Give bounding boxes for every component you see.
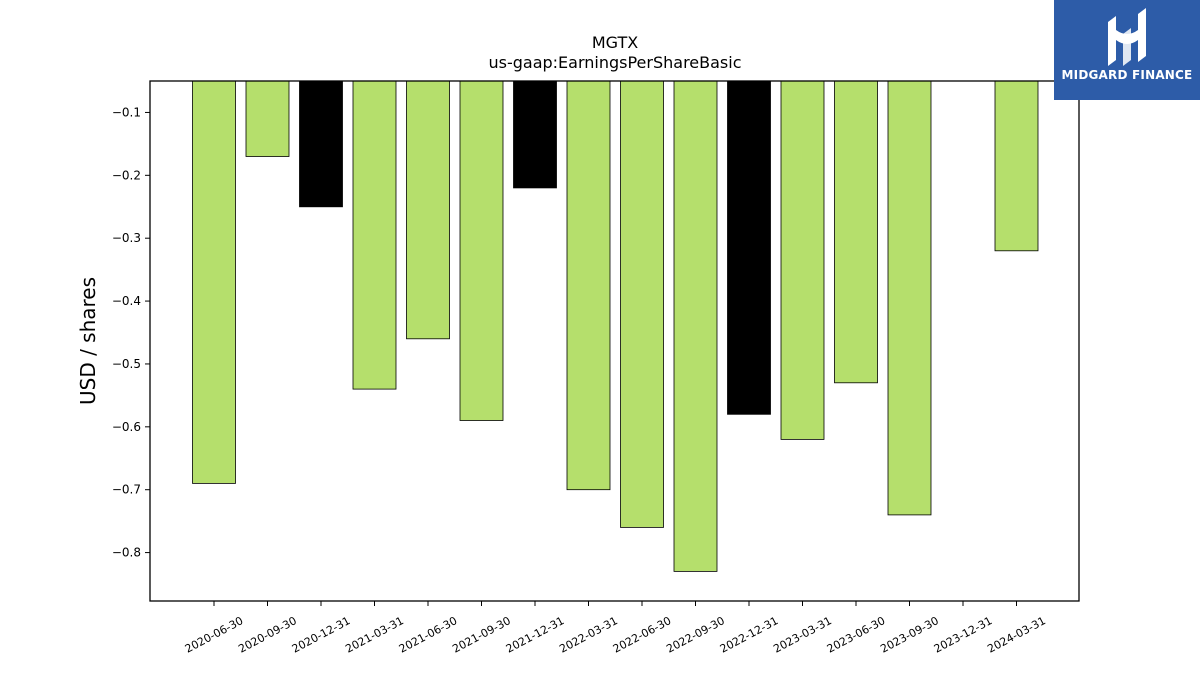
y-tick-label: −0.4 bbox=[112, 294, 141, 308]
bar-2020-12-31 bbox=[299, 80, 343, 208]
x-tick-label: 2020-12-31 bbox=[290, 614, 353, 655]
bar-2020-06-30 bbox=[192, 80, 236, 484]
x-tick-label: 2021-12-31 bbox=[504, 614, 567, 655]
x-tick-label: 2023-12-31 bbox=[932, 614, 995, 655]
x-tick-label: 2021-09-30 bbox=[450, 614, 513, 655]
plot-frame bbox=[149, 80, 1080, 602]
bar-2023-09-30 bbox=[887, 80, 932, 516]
x-tick-label: 2022-12-31 bbox=[718, 614, 781, 655]
chart-subtitle: us-gaap:EarningsPerShareBasic bbox=[488, 53, 741, 72]
x-tick-label: 2022-06-30 bbox=[611, 614, 674, 655]
x-tick-label: 2021-03-31 bbox=[343, 614, 406, 655]
midgard-logo-icon bbox=[1108, 8, 1146, 66]
x-tick-label: 2020-09-30 bbox=[236, 614, 299, 655]
bar-2021-12-31 bbox=[513, 80, 557, 189]
x-tick-label: 2021-06-30 bbox=[397, 614, 460, 655]
bar-2021-09-30 bbox=[459, 80, 504, 421]
bar-2020-09-30 bbox=[245, 80, 290, 157]
y-tick-label: −0.2 bbox=[112, 168, 141, 182]
bar-2021-06-30 bbox=[406, 80, 450, 340]
x-tick-label: 2023-09-30 bbox=[878, 614, 941, 655]
x-tick-label: 2020-06-30 bbox=[183, 614, 246, 655]
bar-2022-03-31 bbox=[566, 80, 611, 491]
x-tick-label: 2023-03-31 bbox=[771, 614, 834, 655]
brand-logo: MIDGARD FINANCE bbox=[1054, 0, 1200, 100]
y-tick-label: −0.5 bbox=[112, 357, 141, 371]
bar-2022-06-30 bbox=[620, 80, 664, 528]
bar-2023-03-31 bbox=[780, 80, 825, 440]
x-tick-label: 2022-09-30 bbox=[664, 614, 727, 655]
bar-2023-06-30 bbox=[834, 80, 878, 384]
y-axis-ticks: −0.1 −0.2 −0.3 −0.4 −0.5 −0.6 −0.7 −0.8 bbox=[112, 105, 150, 560]
bar-2021-03-31 bbox=[352, 80, 397, 390]
y-tick-label: −0.7 bbox=[112, 483, 141, 497]
y-tick-label: −0.1 bbox=[112, 105, 141, 119]
y-tick-label: −0.6 bbox=[112, 420, 141, 434]
x-tick-label: 2023-06-30 bbox=[825, 614, 888, 655]
y-axis-label: USD / shares bbox=[76, 277, 100, 405]
brand-name: MIDGARD FINANCE bbox=[1061, 68, 1193, 82]
x-axis-ticks: 2020-06-302020-09-302020-12-312021-03-31… bbox=[183, 601, 1048, 656]
bar-2024-03-31 bbox=[994, 80, 1039, 252]
bar-2022-12-31 bbox=[727, 80, 771, 415]
bar-2022-09-30 bbox=[673, 80, 718, 572]
x-tick-label: 2022-03-31 bbox=[557, 614, 620, 655]
y-tick-label: −0.3 bbox=[112, 231, 141, 245]
x-tick-label: 2024-03-31 bbox=[985, 614, 1048, 655]
chart-title: MGTX bbox=[592, 33, 638, 52]
y-tick-label: −0.8 bbox=[112, 546, 141, 560]
bars bbox=[192, 80, 1039, 572]
